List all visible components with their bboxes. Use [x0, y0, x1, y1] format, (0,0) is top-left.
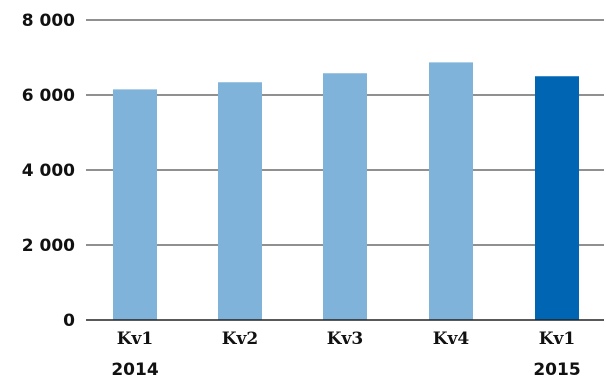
- x-category-label-5: Kv1: [539, 329, 575, 349]
- x-year-label-2014: 2014: [111, 360, 158, 378]
- y-tick-label-8000: 8 000: [22, 11, 75, 31]
- x-category-label-4: Kv4: [433, 329, 470, 349]
- bar-1: [113, 89, 157, 320]
- y-tick-label-2000: 2 000: [22, 236, 75, 256]
- bar-4: [429, 62, 473, 320]
- y-tick-label-6000: 6 000: [22, 86, 75, 106]
- bars: [113, 62, 579, 320]
- bar-2: [218, 82, 262, 320]
- x-category-label-3: Kv3: [327, 329, 363, 349]
- y-tick-label-0: 0: [63, 311, 75, 331]
- bar-5: [535, 76, 579, 320]
- y-axis-tick-labels: 0 2 000 4 000 6 000 8 000: [22, 11, 75, 331]
- x-axis-year-labels: 2014 2015: [111, 360, 580, 378]
- x-axis-category-labels: Kv1 Kv2 Kv3 Kv4 Kv1: [117, 329, 575, 349]
- y-tick-label-4000: 4 000: [22, 161, 75, 181]
- x-category-label-2: Kv2: [222, 329, 258, 349]
- bar-3: [323, 73, 367, 320]
- x-category-label-1: Kv1: [117, 329, 153, 349]
- x-year-label-2015: 2015: [533, 360, 580, 378]
